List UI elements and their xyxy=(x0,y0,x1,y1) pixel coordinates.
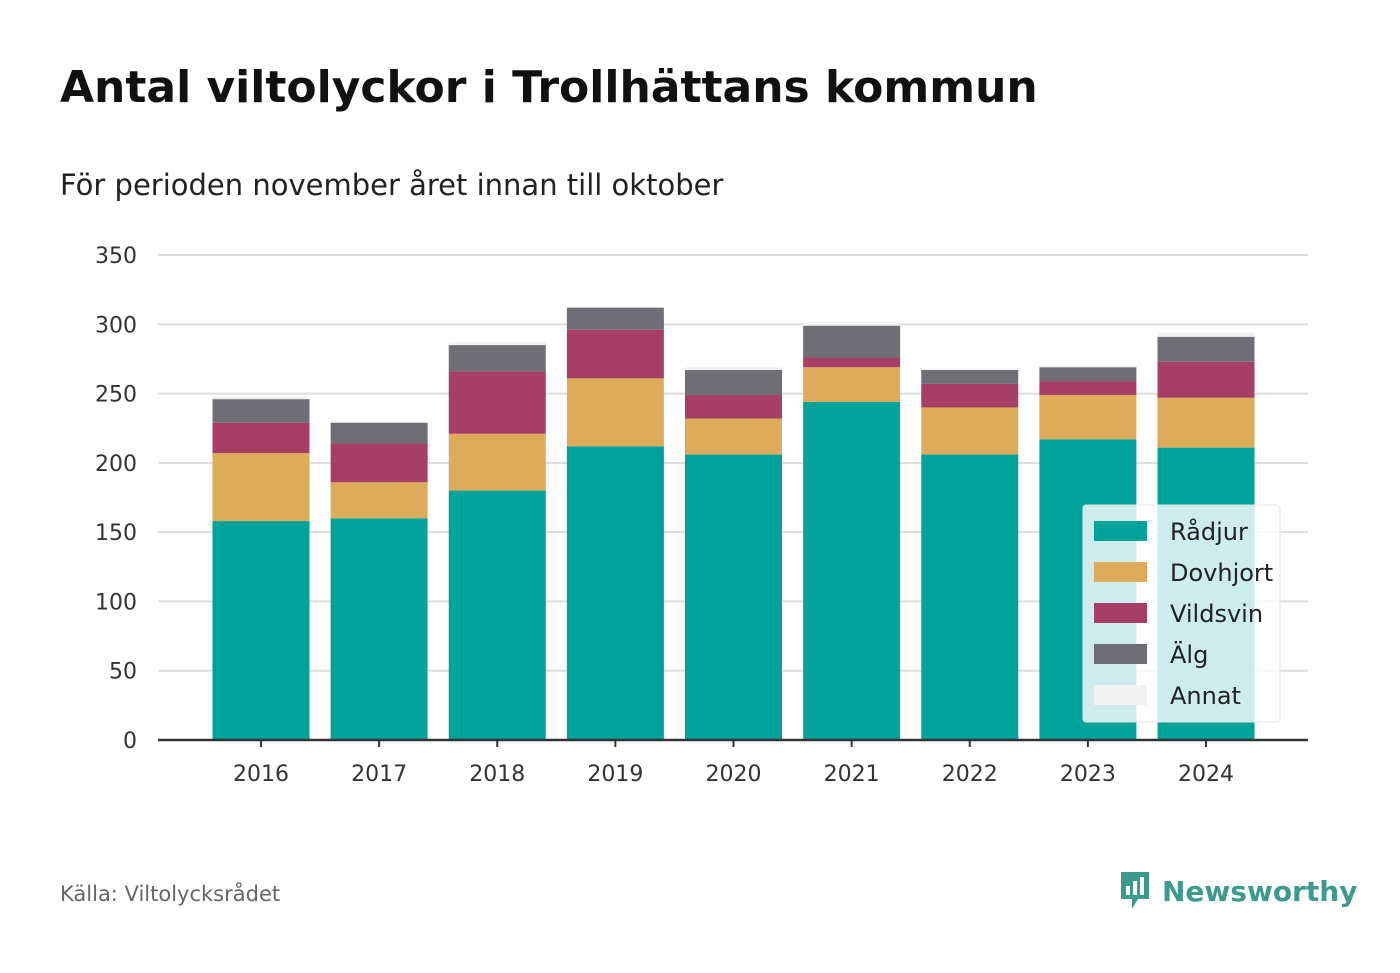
bar-segment-dovhjort xyxy=(1039,394,1137,440)
bar-segment-annat xyxy=(212,396,310,400)
chart-subtitle: För perioden november året innan till ok… xyxy=(60,168,724,202)
source-note: Källa: Viltolycksrådet xyxy=(60,882,281,906)
x-tick-label: 2019 xyxy=(587,762,643,787)
bar-segment-dovhjort xyxy=(1157,397,1255,448)
legend-swatch xyxy=(1094,603,1147,623)
legend-label: Älg xyxy=(1170,640,1208,669)
legend-label: Vildsvin xyxy=(1170,600,1263,628)
x-tick-label: 2016 xyxy=(233,762,289,787)
bar-segment-dovhjort xyxy=(330,482,428,519)
bar-segment-älg xyxy=(1039,367,1137,382)
bar-segment-vildsvin xyxy=(803,357,901,368)
bar-segment-dovhjort xyxy=(921,407,1019,455)
bar-segment-vildsvin xyxy=(212,422,310,454)
bar-segment-älg xyxy=(566,307,664,330)
bar-segment-dovhjort xyxy=(685,418,782,455)
bar-segment-vildsvin xyxy=(566,329,664,379)
bar-segment-vildsvin xyxy=(1039,381,1137,395)
legend-label: Annat xyxy=(1170,682,1241,710)
y-tick-label: 200 xyxy=(95,452,137,477)
x-tick-label: 2017 xyxy=(351,762,407,787)
bar-segment-annat xyxy=(921,368,1019,371)
newsworthy-logo: Newsworthy xyxy=(1118,868,1357,914)
bar-segment-annat xyxy=(448,342,546,346)
x-tick-label: 2018 xyxy=(469,762,525,787)
bar-segment-älg xyxy=(330,422,428,444)
bar-segment-älg xyxy=(921,370,1019,384)
bar-segment-dovhjort xyxy=(212,453,310,522)
x-tick-label: 2020 xyxy=(706,762,762,787)
bar-segment-dovhjort xyxy=(566,378,664,447)
bar-segment-dovhjort xyxy=(448,433,546,491)
bar-segment-vildsvin xyxy=(685,394,782,419)
legend-swatch xyxy=(1094,644,1147,664)
bar-segment-älg xyxy=(1157,336,1255,362)
chart-legend: Rådjur Dovhjort Vildsvin Älg Annat xyxy=(1082,504,1281,723)
y-tick-label: 300 xyxy=(95,313,137,338)
x-tick-label: 2021 xyxy=(824,762,880,787)
y-tick-label: 250 xyxy=(95,383,137,408)
bar-segment-rådjur xyxy=(330,518,428,740)
legend-label: Dovhjort xyxy=(1170,559,1273,587)
y-tick-label: 150 xyxy=(95,521,137,546)
bar-segment-annat xyxy=(330,421,428,423)
y-tick-label: 50 xyxy=(109,660,137,685)
bar-segment-vildsvin xyxy=(1157,361,1255,398)
newsworthy-logo-text: Newsworthy xyxy=(1162,874,1358,908)
y-tick-label: 0 xyxy=(123,729,137,754)
legend-swatch xyxy=(1094,562,1147,582)
bar-segment-annat xyxy=(1039,365,1137,368)
bar-segment-annat xyxy=(803,321,901,326)
bar-segment-älg xyxy=(685,370,782,395)
newsworthy-logo-icon xyxy=(1121,872,1149,909)
bar-segment-rådjur xyxy=(212,521,310,740)
bar-segment-rådjur xyxy=(803,401,901,740)
bar-segment-rådjur xyxy=(448,490,546,740)
bar-segment-älg xyxy=(448,345,546,372)
bar-segment-vildsvin xyxy=(330,443,428,483)
bar-segment-dovhjort xyxy=(803,367,901,402)
legend-swatch xyxy=(1094,685,1147,705)
bar-segment-vildsvin xyxy=(448,371,546,434)
bar-segment-rådjur xyxy=(921,454,1019,740)
x-tick-label: 2022 xyxy=(942,762,998,787)
bar-segment-annat xyxy=(685,367,782,371)
x-tick-label: 2023 xyxy=(1060,762,1116,787)
bar-segment-vildsvin xyxy=(921,383,1019,408)
legend-swatch xyxy=(1094,521,1147,541)
bar-segment-rådjur xyxy=(685,454,782,740)
x-tick-label: 2024 xyxy=(1178,762,1234,787)
y-tick-label: 350 xyxy=(95,244,137,269)
y-tick-label: 100 xyxy=(95,590,137,615)
legend-label: Rådjur xyxy=(1170,517,1248,546)
legend-background xyxy=(1082,504,1281,723)
bar-segment-älg xyxy=(212,399,310,423)
bar-segment-älg xyxy=(803,325,901,358)
chart-title: Antal viltolyckor i Trollhättans kommun xyxy=(60,62,1038,113)
bar-segment-annat xyxy=(1157,332,1255,337)
bar-segment-rådjur xyxy=(566,446,664,740)
